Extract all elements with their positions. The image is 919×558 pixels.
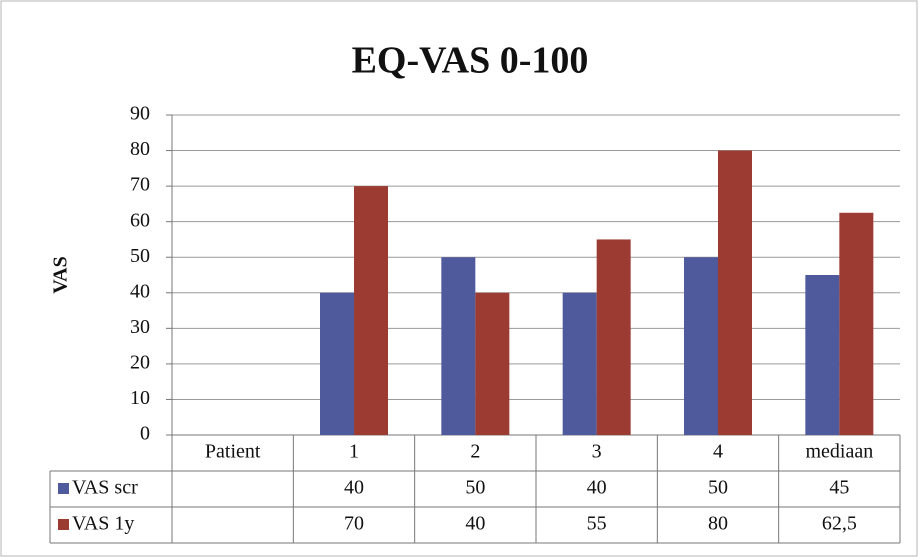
y-tick-label: 90	[130, 103, 150, 125]
y-tick-label: 10	[130, 387, 150, 409]
y-tick-label: 80	[130, 138, 150, 160]
data-table-cell: 40	[587, 477, 607, 499]
data-table-cell: 70	[344, 513, 364, 535]
y-axis-label: VAS	[50, 256, 72, 293]
y-tick-label: 50	[130, 245, 150, 267]
data-table-cell: 50	[465, 477, 485, 499]
data-table-cell: 55	[587, 513, 607, 535]
legend-swatch	[58, 483, 69, 494]
x-tick-label: 1	[349, 441, 359, 463]
y-tick-label: 40	[130, 280, 150, 302]
y-tick-label: 0	[140, 423, 150, 445]
chart-title: EQ-VAS 0-100	[352, 40, 589, 82]
bar	[441, 257, 476, 435]
x-tick-label: mediaan	[805, 441, 873, 463]
bar	[354, 186, 388, 435]
x-tick-label: Patient	[205, 441, 261, 463]
data-table-cell: 45	[829, 477, 849, 499]
bar	[839, 212, 874, 435]
data-table-cell: 40	[344, 477, 364, 499]
y-tick-label: 30	[130, 316, 150, 338]
data-table-cell: 80	[708, 513, 728, 535]
bar	[562, 292, 597, 435]
x-tick-label: 4	[713, 441, 723, 463]
bar	[320, 292, 354, 435]
data-table-cell: 62,5	[822, 513, 857, 535]
bar	[684, 257, 718, 435]
y-tick-label: 20	[130, 351, 150, 373]
bar	[718, 150, 752, 436]
y-tick-label: 60	[130, 209, 150, 231]
data-table-cell: 40	[465, 513, 485, 535]
legend-label: VAS scr	[72, 477, 138, 499]
y-tick-label: 70	[130, 174, 150, 196]
bar	[475, 292, 510, 435]
legend-label: VAS 1y	[72, 513, 134, 535]
data-table-cell: 50	[708, 477, 728, 499]
bar	[596, 239, 631, 435]
legend-swatch	[58, 519, 69, 530]
bar	[805, 275, 840, 435]
x-tick-label: 3	[592, 441, 602, 463]
x-tick-label: 2	[470, 441, 480, 463]
